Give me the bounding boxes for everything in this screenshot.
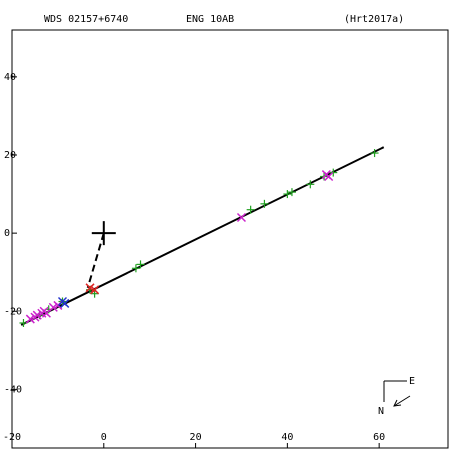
- mark-stroke: [324, 171, 334, 182]
- observation-plus-mark: [131, 264, 140, 273]
- mark-stroke: [236, 212, 247, 223]
- observation-plus-mark: [370, 149, 379, 158]
- compass-north-label: N: [378, 406, 384, 417]
- motion-arrow-shaft: [393, 395, 411, 407]
- observation-plus-mark: [287, 188, 296, 197]
- mark-stroke: [32, 310, 42, 320]
- observation-cross-mark: [48, 302, 58, 312]
- observation-plus-mark: [306, 180, 315, 189]
- observation-plus-mark: [19, 318, 28, 327]
- header-reference: (Hrt2017a): [344, 14, 404, 25]
- observation-cross-mark: [25, 314, 35, 324]
- mark-stroke: [48, 302, 58, 312]
- header-designation: WDS 02157+6740: [44, 14, 128, 25]
- x-tick-label: 0: [101, 432, 107, 443]
- observation-cross-mark: [236, 212, 247, 223]
- x-tick-label: -20: [3, 432, 21, 443]
- header-discoverer: ENG 10AB: [186, 14, 234, 25]
- observation-marks: [19, 149, 379, 327]
- observation-cross-mark: [90, 285, 100, 295]
- mark-stroke: [90, 285, 100, 295]
- observation-plus-mark: [283, 190, 292, 199]
- compass-rose: E N: [378, 376, 415, 417]
- y-tick-label: 40: [4, 72, 16, 83]
- observation-cross-mark: [85, 283, 95, 293]
- mark-stroke: [25, 314, 35, 324]
- orbit-fit-layer: [20, 146, 385, 326]
- mark-stroke: [85, 283, 95, 293]
- x-tick-label: 40: [281, 432, 293, 443]
- observation-plus-mark: [246, 205, 255, 214]
- x-tick-label: 60: [373, 432, 385, 443]
- observation-cross-mark: [32, 310, 42, 320]
- axis-ticks: -20 0 20 40 60 -40 -20 0 20 40: [3, 72, 385, 448]
- observation-plus-mark: [136, 260, 145, 269]
- y-tick-label: -20: [4, 306, 22, 317]
- y-tick-label: -40: [4, 384, 22, 395]
- motion-arrow-head: [393, 399, 402, 407]
- observation-plus-mark: [260, 199, 269, 208]
- plot-frame: [11, 29, 449, 449]
- observation-plus-mark: [329, 168, 338, 177]
- observation-plus-mark: [90, 289, 99, 298]
- orbit-fit-line: [20, 146, 385, 326]
- periastron-connector: [86, 232, 105, 289]
- y-tick-label: 0: [4, 228, 10, 239]
- observation-cross-mark: [57, 296, 68, 307]
- observation-cross-mark: [324, 171, 334, 182]
- y-tick-label: 20: [4, 150, 16, 161]
- x-tick-label: 20: [190, 432, 202, 443]
- mark-stroke: [57, 296, 68, 307]
- compass-east-label: E: [409, 376, 415, 387]
